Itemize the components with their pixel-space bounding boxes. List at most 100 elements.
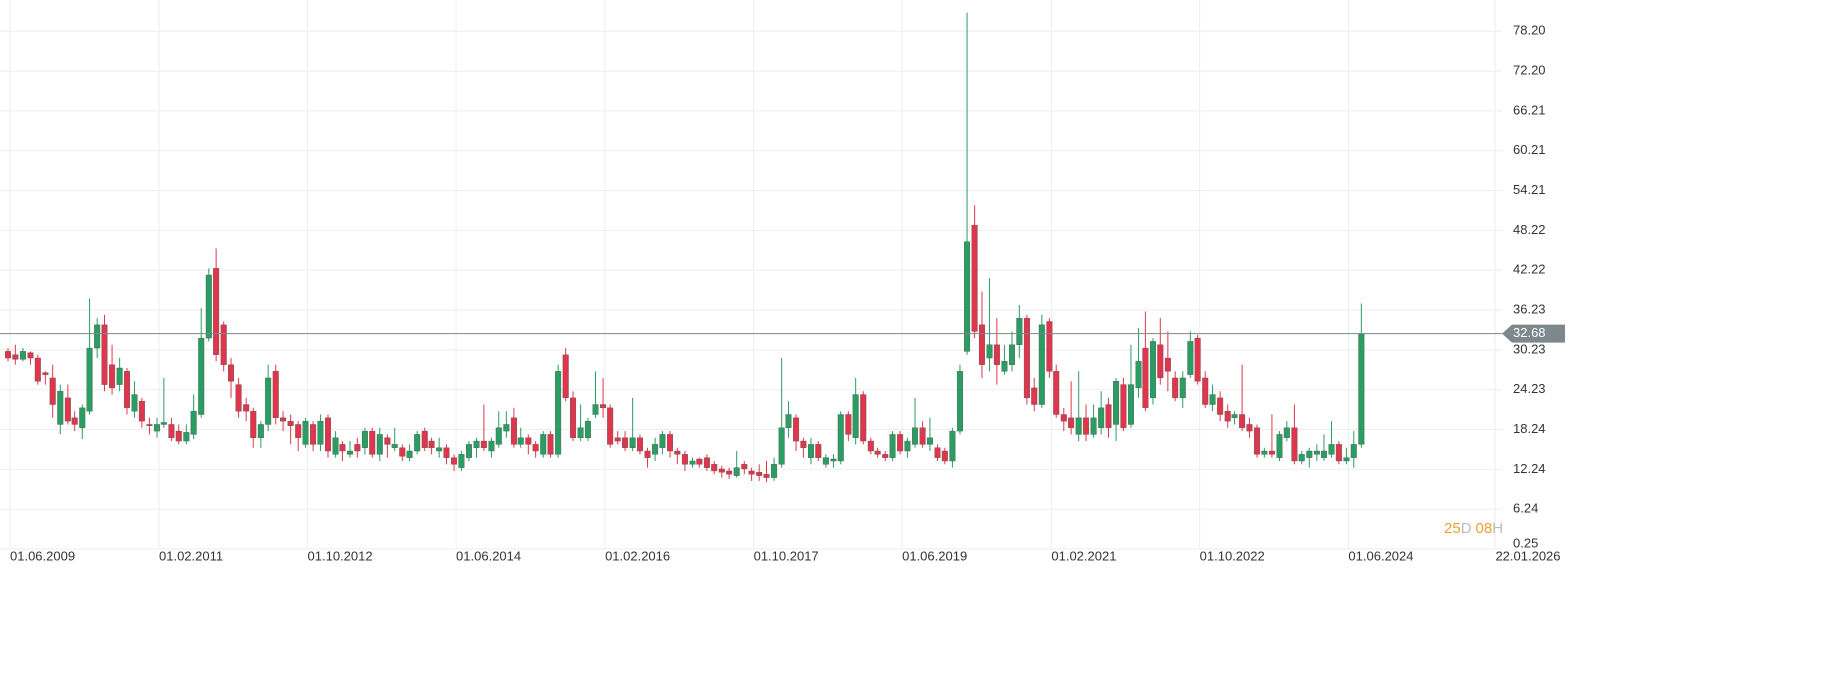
- candle-body: [4, 351, 11, 359]
- candle-body: [934, 447, 941, 458]
- candle-body: [213, 268, 220, 355]
- candle-body: [94, 324, 101, 349]
- candle-body: [986, 344, 993, 359]
- candle-body: [220, 324, 227, 365]
- candle-body: [1306, 450, 1313, 458]
- candle-body: [1194, 337, 1201, 382]
- candle-body: [510, 417, 517, 445]
- candle-body: [667, 434, 674, 452]
- candle-body: [346, 450, 353, 455]
- candle-body: [532, 444, 539, 452]
- candle-body: [384, 437, 391, 445]
- candle-body: [168, 424, 175, 438]
- candle-body: [205, 274, 212, 339]
- candle-body: [101, 324, 108, 385]
- candle-body: [1335, 444, 1342, 462]
- countdown-hours-unit: H: [1492, 520, 1503, 537]
- candle-body: [555, 371, 562, 455]
- candle-body: [718, 468, 725, 473]
- candle-body: [332, 437, 339, 455]
- y-tick-label: 48.22: [1513, 222, 1546, 237]
- candle-body: [57, 391, 64, 425]
- candles: [4, 12, 1365, 483]
- candle-body: [711, 464, 718, 472]
- candle-body: [503, 424, 510, 432]
- candle-body: [912, 427, 919, 445]
- candle-body: [1149, 341, 1156, 399]
- candle-body: [154, 424, 161, 432]
- x-tick-label: 01.06.2014: [456, 548, 521, 563]
- candle-body: [71, 417, 78, 425]
- candle-body: [287, 420, 294, 426]
- candle-body: [1239, 414, 1246, 428]
- candle-body: [12, 354, 19, 360]
- y-tick-label: 42.22: [1513, 262, 1546, 277]
- candle-body: [339, 444, 346, 452]
- y-tick-label: 12.24: [1513, 461, 1546, 476]
- candle-body: [547, 434, 554, 455]
- candle-body: [1142, 347, 1149, 409]
- candle-body: [1060, 414, 1067, 422]
- candle-body: [949, 430, 956, 462]
- candle-body: [451, 457, 458, 465]
- y-tick-label: 54.21: [1513, 182, 1546, 197]
- candle-body: [443, 447, 450, 458]
- candle-body: [34, 357, 41, 382]
- countdown: 25D 08H: [1444, 520, 1503, 537]
- candle-body: [64, 397, 71, 422]
- candle-body: [86, 347, 93, 412]
- y-tick-label: 78.20: [1513, 23, 1546, 38]
- candle-body: [1113, 381, 1120, 425]
- candle-body: [889, 434, 896, 458]
- candle-body: [317, 420, 324, 445]
- candle-body: [1038, 324, 1045, 405]
- candle-body: [1261, 450, 1268, 455]
- candle-body: [175, 430, 182, 442]
- candle-body: [1231, 414, 1238, 419]
- x-tick-label: 01.02.2011: [159, 548, 223, 563]
- candle-body: [42, 372, 49, 375]
- candle-body: [681, 454, 688, 465]
- candle-body: [1016, 317, 1023, 345]
- candle-body: [272, 371, 279, 419]
- candle-body: [1209, 394, 1216, 405]
- candle-body: [584, 420, 591, 438]
- candle-body: [302, 420, 309, 445]
- countdown-hours: 08: [1476, 520, 1493, 537]
- candle-body: [748, 470, 755, 475]
- candle-body: [778, 427, 785, 465]
- candle-body: [1001, 361, 1008, 372]
- candle-body: [79, 407, 86, 428]
- candle-body: [1046, 321, 1053, 372]
- y-tick-label: 24.23: [1513, 381, 1546, 396]
- candle-body: [480, 440, 487, 448]
- candle-body: [830, 458, 837, 462]
- candle-body: [1127, 384, 1134, 425]
- candle-body: [1068, 417, 1075, 428]
- candle-body: [406, 450, 413, 458]
- candle-body: [1313, 450, 1320, 455]
- candle-body: [473, 440, 480, 448]
- last-price-label: 32.68: [1513, 325, 1546, 340]
- x-tick-label: 22.01.2026: [1495, 548, 1560, 563]
- candle-body: [607, 407, 614, 445]
- candle-body: [852, 394, 859, 438]
- candle-body: [800, 440, 807, 448]
- candle-body: [517, 437, 524, 445]
- candle-body: [1328, 444, 1335, 455]
- candle-body: [235, 384, 242, 412]
- candle-body: [123, 371, 130, 409]
- x-tick-label: 01.10.2012: [308, 548, 373, 563]
- candle-body: [325, 417, 332, 452]
- candle-body: [1179, 377, 1186, 399]
- candle-body: [27, 352, 34, 359]
- candle-body: [138, 401, 145, 422]
- candle-body: [399, 447, 406, 457]
- candle-body: [644, 450, 651, 458]
- candle-body: [131, 394, 138, 412]
- candle-body: [458, 454, 465, 468]
- candle-body: [295, 424, 302, 438]
- candle-body: [228, 364, 235, 382]
- candle-body: [198, 337, 205, 415]
- candle-body: [696, 458, 703, 465]
